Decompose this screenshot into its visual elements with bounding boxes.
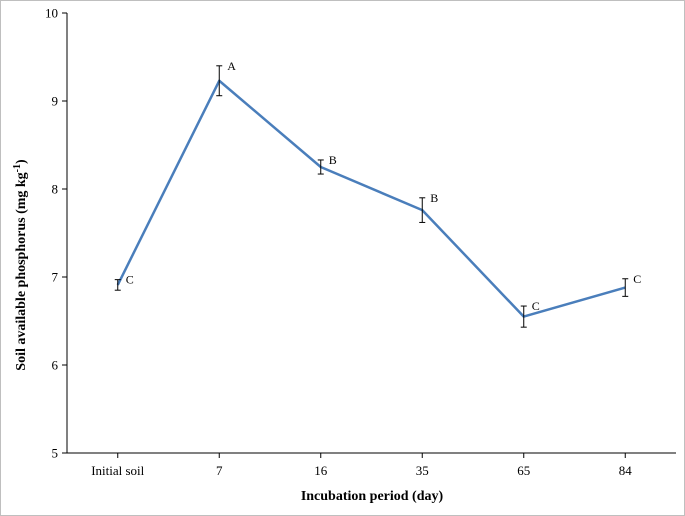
significance-label: B [430,191,438,205]
x-tick-label: 16 [314,463,328,478]
y-tick-label: 8 [52,182,59,197]
significance-label: B [329,153,337,167]
y-tick-label: 9 [52,94,59,109]
y-tick-label: 7 [52,270,59,285]
y-axis-title-close: ) [14,159,29,164]
x-tick-label: 65 [517,463,530,478]
x-tick-label: Initial soil [91,463,144,478]
y-axis-title-main: Soil available phosphorus (mg kg [14,172,29,370]
y-tick-label: 10 [45,6,58,21]
x-axis: Initial soil 7 16 35 65 84 [67,452,676,478]
significance-label: C [126,273,134,287]
y-axis-title-superscript: -1 [12,164,23,172]
x-tick-label: 7 [216,463,223,478]
x-tick-label: 84 [619,463,633,478]
y-tick-label: 5 [52,446,59,461]
series-line [116,79,626,318]
significance-label: A [227,59,236,73]
y-axis-title: Soil available phosphorus (mg kg-1) [12,159,29,371]
significance-label: C [532,299,540,313]
significance-label: C [633,272,641,286]
x-axis-title: Incubation period (day) [301,489,444,504]
y-axis: 5 6 7 8 9 10 [45,6,68,461]
x-tick-label: 35 [416,463,429,478]
y-tick-label: 6 [52,358,59,373]
series-layer: C A B B C C [114,59,641,328]
